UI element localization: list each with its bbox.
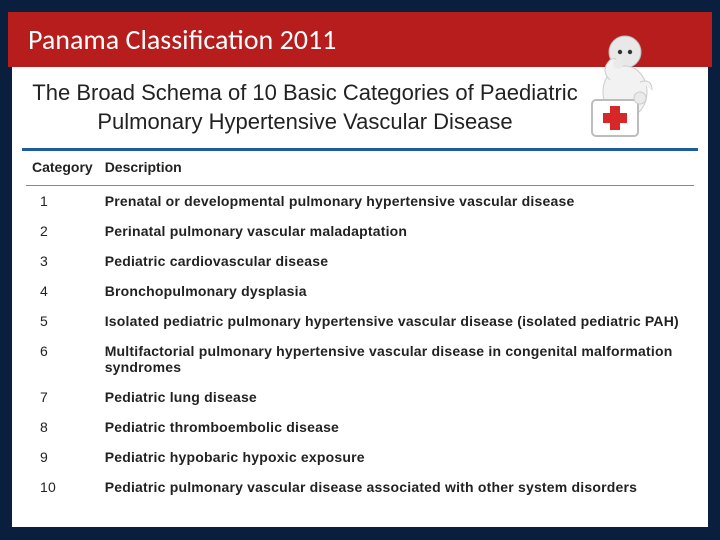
row-desc: Pediatric cardiovascular disease (99, 246, 694, 276)
row-num: 10 (26, 472, 99, 502)
table-row: 5Isolated pediatric pulmonary hypertensi… (26, 306, 694, 336)
row-num: 4 (26, 276, 99, 306)
row-num: 5 (26, 306, 99, 336)
medic-figure-icon (580, 30, 670, 140)
row-num: 6 (26, 336, 99, 382)
row-desc: Isolated pediatric pulmonary hypertensiv… (99, 306, 694, 336)
row-num: 7 (26, 382, 99, 412)
row-desc: Perinatal pulmonary vascular maladaptati… (99, 216, 694, 246)
category-table: Category Description 1Prenatal or develo… (26, 155, 694, 502)
table-wrap: Category Description 1Prenatal or develo… (12, 151, 708, 502)
row-num: 8 (26, 412, 99, 442)
table-row: 1Prenatal or developmental pulmonary hyp… (26, 186, 694, 217)
table-row: 6Multifactorial pulmonary hypertensive v… (26, 336, 694, 382)
row-desc: Pediatric pulmonary vascular disease ass… (99, 472, 694, 502)
slide: Panama Classification 2011 The Broad Sc (0, 0, 720, 540)
row-desc: Pediatric hypobaric hypoxic exposure (99, 442, 694, 472)
row-desc: Pediatric thromboembolic disease (99, 412, 694, 442)
row-num: 9 (26, 442, 99, 472)
row-desc: Bronchopulmonary dysplasia (99, 276, 694, 306)
table-row: 3Pediatric cardiovascular disease (26, 246, 694, 276)
table-row: 8Pediatric thromboembolic disease (26, 412, 694, 442)
table-body: 1Prenatal or developmental pulmonary hyp… (26, 186, 694, 503)
col-header-category: Category (26, 155, 99, 186)
row-desc: Pediatric lung disease (99, 382, 694, 412)
row-num: 2 (26, 216, 99, 246)
table-row: 4Bronchopulmonary dysplasia (26, 276, 694, 306)
row-desc: Multifactorial pulmonary hypertensive va… (99, 336, 694, 382)
table-row: 2Perinatal pulmonary vascular maladaptat… (26, 216, 694, 246)
table-row: 9Pediatric hypobaric hypoxic exposure (26, 442, 694, 472)
row-num: 1 (26, 186, 99, 217)
table-row: 7Pediatric lung disease (26, 382, 694, 412)
row-num: 3 (26, 246, 99, 276)
col-header-description: Description (99, 155, 694, 186)
table-row: 10Pediatric pulmonary vascular disease a… (26, 472, 694, 502)
row-desc: Prenatal or developmental pulmonary hype… (99, 186, 694, 217)
